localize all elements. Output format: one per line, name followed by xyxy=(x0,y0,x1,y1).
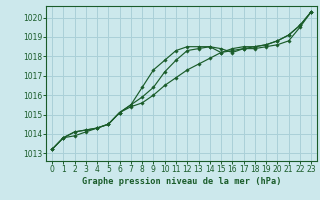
X-axis label: Graphe pression niveau de la mer (hPa): Graphe pression niveau de la mer (hPa) xyxy=(82,177,281,186)
